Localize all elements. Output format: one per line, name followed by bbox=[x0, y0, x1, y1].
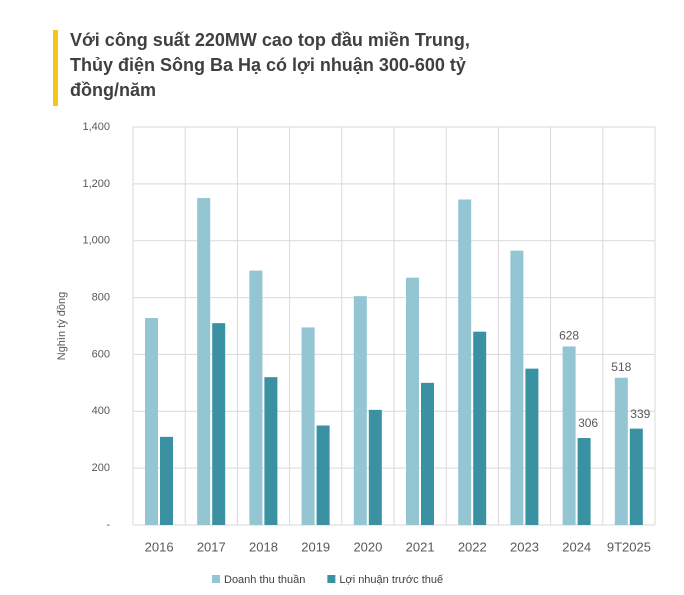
bar bbox=[353, 296, 367, 525]
bar bbox=[421, 382, 434, 525]
data-label: 306 bbox=[578, 416, 598, 430]
data-label: 339 bbox=[630, 407, 650, 421]
legend-swatch bbox=[212, 575, 220, 583]
x-tick-label: 9T2025 bbox=[607, 539, 651, 554]
title-accent bbox=[53, 30, 58, 106]
bar bbox=[525, 368, 539, 525]
data-label: 518 bbox=[611, 360, 631, 374]
chart-title: Với công suất 220MW cao top đầu miền Tru… bbox=[70, 30, 470, 100]
bar bbox=[562, 346, 576, 525]
bar bbox=[577, 438, 591, 525]
bar bbox=[145, 318, 158, 525]
legend-label: Doanh thu thuần bbox=[224, 574, 305, 586]
bar bbox=[510, 250, 524, 525]
bar bbox=[301, 327, 315, 525]
x-tick-label: 2021 bbox=[406, 539, 435, 554]
bar bbox=[197, 198, 211, 526]
y-tick-label: 1,000 bbox=[82, 235, 110, 247]
bar bbox=[212, 323, 226, 525]
y-tick-label: - bbox=[106, 519, 110, 531]
x-tick-label: 2020 bbox=[353, 539, 382, 554]
bar bbox=[458, 199, 472, 525]
x-tick-label: 2019 bbox=[301, 539, 330, 554]
bar bbox=[368, 409, 382, 525]
y-tick-label: 400 bbox=[92, 405, 110, 417]
y-tick-label: 1,400 bbox=[82, 121, 110, 133]
bar bbox=[614, 377, 628, 525]
y-axis-label: Nghìn tỷ đồng bbox=[56, 292, 68, 361]
bar bbox=[473, 331, 487, 525]
y-tick-label: 1,200 bbox=[82, 178, 110, 190]
data-label: 628 bbox=[559, 329, 579, 343]
bar bbox=[249, 270, 263, 525]
x-tick-label: 2023 bbox=[510, 539, 539, 554]
bar bbox=[406, 277, 419, 525]
y-tick-label: 600 bbox=[92, 348, 110, 360]
bar bbox=[264, 377, 278, 525]
x-tick-label: 2018 bbox=[249, 539, 278, 554]
legend-swatch bbox=[327, 575, 336, 583]
x-tick-label: 2022 bbox=[458, 539, 487, 554]
x-tick-label: 2017 bbox=[197, 539, 226, 554]
y-tick-label: 800 bbox=[92, 291, 110, 303]
x-tick-label: 2024 bbox=[562, 539, 591, 554]
y-tick-label: 200 bbox=[92, 462, 110, 474]
bar bbox=[160, 436, 173, 525]
bar bbox=[316, 425, 330, 525]
bar bbox=[629, 428, 643, 525]
x-tick-label: 2016 bbox=[145, 539, 174, 554]
legend-label: Lợi nhuận trước thuế bbox=[339, 574, 443, 586]
